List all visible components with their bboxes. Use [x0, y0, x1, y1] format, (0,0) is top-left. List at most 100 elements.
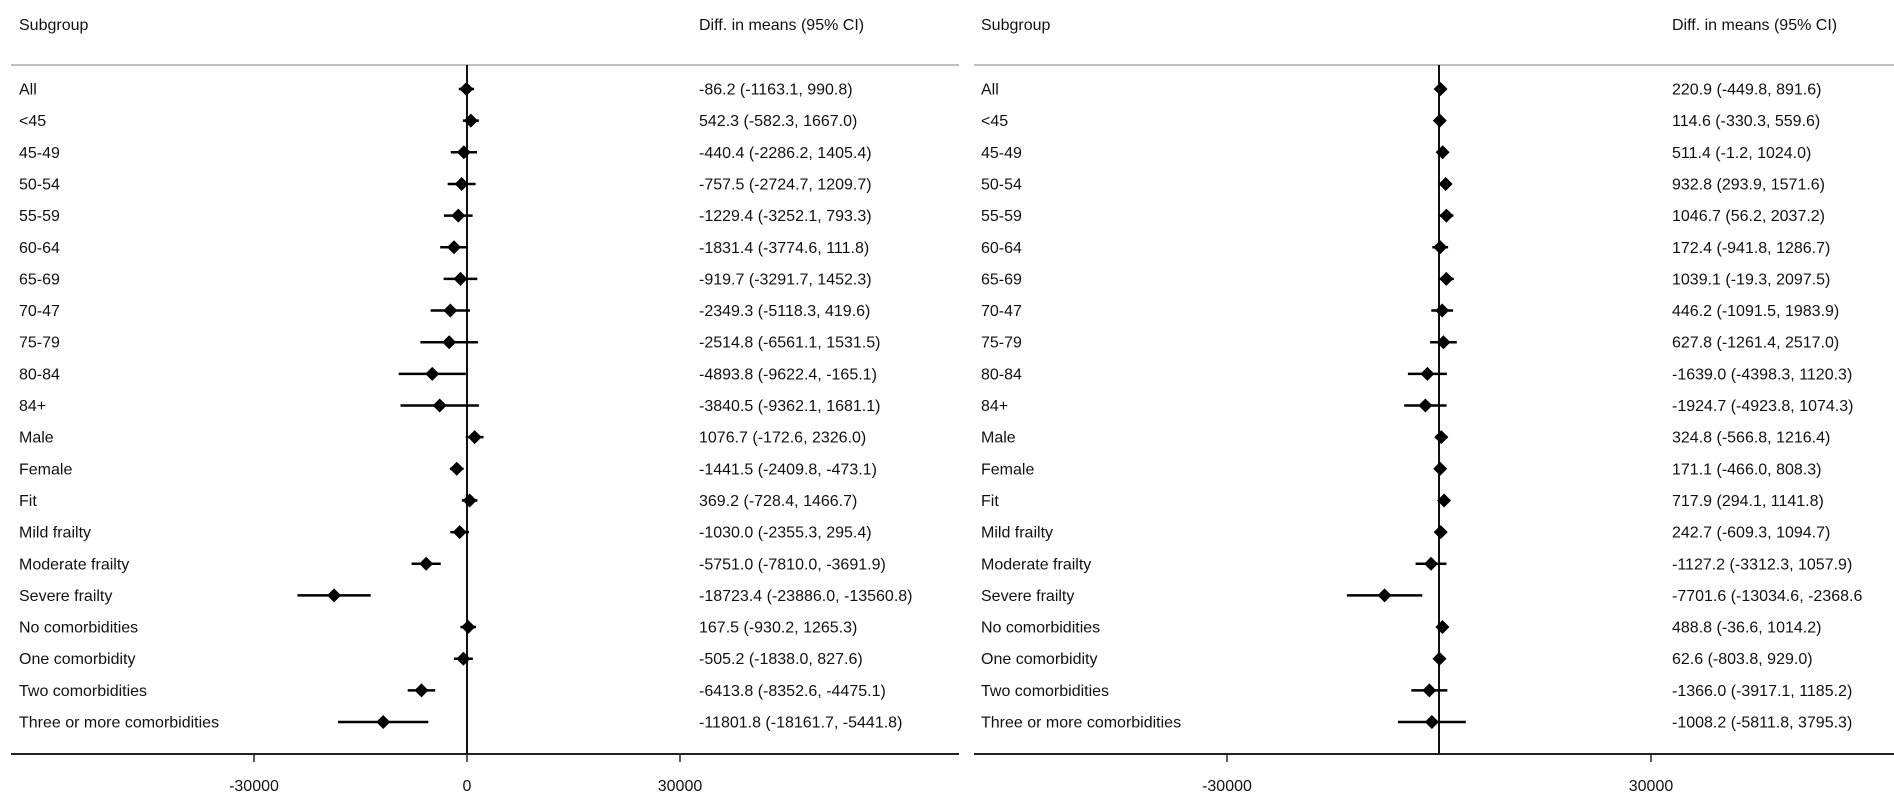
point-estimate-marker — [327, 588, 342, 603]
effect-estimate-text: -1127.2 (-3312.3, 1057.9) — [1672, 556, 1852, 573]
effect-estimate-text: 220.9 (-449.8, 891.6) — [1672, 82, 1821, 99]
subgroup-label: 84+ — [981, 398, 1008, 415]
subgroup-label: 50-54 — [19, 176, 60, 193]
effect-estimate-text: -2514.8 (-6561.1, 1531.5) — [699, 335, 880, 352]
effect-estimate-text: -86.2 (-1163.1, 990.8) — [699, 82, 853, 99]
effect-estimate-text: 242.7 (-609.3, 1094.7) — [1672, 525, 1830, 542]
effect-estimate-text: -18723.4 (-23886.0, -13560.8) — [699, 588, 912, 605]
subgroup-label: 75-79 — [981, 335, 1022, 352]
point-estimate-marker — [1420, 366, 1435, 381]
subgroup-label: Female — [981, 461, 1034, 478]
effect-estimate-text: 488.8 (-36.6, 1014.2) — [1672, 620, 1821, 637]
subgroup-label: Severe frailty — [981, 588, 1074, 605]
point-estimate-marker — [1435, 145, 1450, 160]
point-estimate-marker — [459, 82, 474, 96]
point-estimate-marker — [1432, 651, 1447, 666]
effect-estimate-text: 446.2 (-1091.5, 1983.9) — [1672, 303, 1839, 320]
point-estimate-marker — [425, 366, 440, 381]
subgroup-label: Severe frailty — [19, 588, 112, 605]
effect-estimate-text: 369.2 (-728.4, 1466.7) — [699, 493, 857, 510]
point-estimate-marker — [456, 651, 471, 666]
effect-estimate-text: -1030.0 (-2355.3, 295.4) — [699, 525, 872, 542]
point-estimate-marker — [1435, 303, 1450, 318]
point-estimate-marker — [419, 556, 434, 571]
point-estimate-marker — [467, 430, 482, 445]
point-estimate-marker — [1436, 335, 1451, 350]
point-estimate-marker — [1424, 556, 1439, 571]
subgroup-label: 55-59 — [981, 208, 1022, 225]
point-estimate-marker — [1424, 715, 1439, 729]
point-estimate-marker — [1435, 620, 1450, 635]
point-estimate-marker — [452, 525, 467, 540]
subgroup-label: All — [981, 82, 999, 99]
effect-estimate-text: -1441.5 (-2409.8, -473.1) — [699, 461, 877, 478]
effect-estimate-text: -1229.4 (-3252.1, 793.3) — [699, 208, 872, 225]
point-estimate-marker — [1434, 430, 1449, 445]
subgroup-label: 55-59 — [19, 208, 60, 225]
effect-estimate-text: 172.4 (-941.8, 1286.7) — [1672, 240, 1830, 257]
point-estimate-marker — [449, 461, 464, 476]
effect-estimate-text: 1039.1 (-19.3, 2097.5) — [1672, 271, 1830, 288]
subgroup-label: 80-84 — [19, 366, 60, 383]
point-estimate-marker — [1438, 176, 1453, 191]
effect-estimate-text: -505.2 (-1838.0, 827.6) — [699, 651, 863, 668]
subgroup-label: No comorbidities — [19, 620, 138, 637]
subgroup-label: Mild frailty — [19, 525, 91, 542]
effect-estimate-text: 171.1 (-466.0, 808.3) — [1672, 461, 1821, 478]
effect-estimate-text: 114.6 (-330.3, 559.6) — [1672, 113, 1820, 130]
point-estimate-marker — [451, 208, 466, 223]
subgroup-label: <45 — [19, 113, 46, 130]
effect-estimate-text: -919.7 (-3291.7, 1452.3) — [699, 271, 872, 288]
point-estimate-marker — [442, 335, 457, 350]
effect-estimate-text: 167.5 (-930.2, 1265.3) — [699, 620, 857, 637]
subgroup-label: 60-64 — [981, 240, 1022, 257]
subgroup-label: 70-47 — [981, 303, 1022, 320]
effect-estimate-text: -1366.0 (-3917.1, 1185.2) — [1672, 683, 1852, 700]
effect-estimate-text: -1924.7 (-4923.8, 1074.3) — [1672, 398, 1853, 415]
point-estimate-marker — [443, 303, 458, 318]
subgroup-label: Three or more comorbidities — [19, 715, 219, 732]
point-estimate-marker — [1437, 493, 1452, 508]
effect-estimate-text: -2349.3 (-5118.3, 419.6) — [699, 303, 870, 320]
point-estimate-marker — [1422, 683, 1437, 698]
effect-estimate-text: 511.4 (-1.2, 1024.0) — [1672, 145, 1811, 162]
point-estimate-marker — [453, 271, 468, 286]
effect-estimate-text: 1046.7 (56.2, 2037.2) — [1672, 208, 1825, 225]
point-estimate-marker — [1433, 240, 1448, 255]
subgroup-label: Fit — [981, 493, 999, 510]
subgroup-label: 45-49 — [981, 145, 1022, 162]
point-estimate-marker — [463, 113, 478, 128]
subgroup-label: 50-54 — [981, 176, 1022, 193]
effect-estimate-text: 62.6 (-803.8, 929.0) — [1672, 651, 1813, 668]
subgroup-label: Moderate frailty — [19, 556, 129, 573]
subgroup-header: Subgroup — [19, 17, 88, 34]
subgroup-label: 80-84 — [981, 366, 1022, 383]
point-estimate-marker — [1433, 525, 1448, 540]
subgroup-label: Male — [19, 430, 54, 447]
subgroup-label: Fit — [19, 493, 37, 510]
point-estimate-marker — [1418, 398, 1433, 413]
x-tick-label: -30000 — [1202, 778, 1252, 795]
effect-estimate-text: 627.8 (-1261.4, 2517.0) — [1672, 335, 1839, 352]
point-estimate-marker — [376, 715, 391, 729]
point-estimate-marker — [462, 493, 477, 508]
point-estimate-marker — [461, 620, 476, 635]
effect-estimate-text: -1831.4 (-3774.6, 111.8) — [699, 240, 869, 257]
point-estimate-marker — [1439, 271, 1454, 286]
point-estimate-marker — [446, 240, 461, 255]
subgroup-label: One comorbidity — [19, 651, 136, 668]
subgroup-label: Two comorbidities — [981, 683, 1109, 700]
point-estimate-marker — [1433, 82, 1448, 96]
subgroup-label: Moderate frailty — [981, 556, 1091, 573]
point-estimate-marker — [1433, 461, 1448, 476]
subgroup-label: Two comorbidities — [19, 683, 147, 700]
effect-estimate-text: -1008.2 (-5811.8, 3795.3) — [1672, 715, 1852, 732]
effect-estimate-text: -7701.6 (-13034.6, -2368.6 — [1672, 588, 1862, 605]
point-estimate-marker — [1439, 208, 1454, 223]
effect-estimate-text: -757.5 (-2724.7, 1209.7) — [699, 176, 872, 193]
subgroup-label: One comorbidity — [981, 651, 1098, 668]
subgroup-label: 60-64 — [19, 240, 60, 257]
point-estimate-marker — [456, 145, 471, 160]
subgroup-label: Female — [19, 461, 72, 478]
